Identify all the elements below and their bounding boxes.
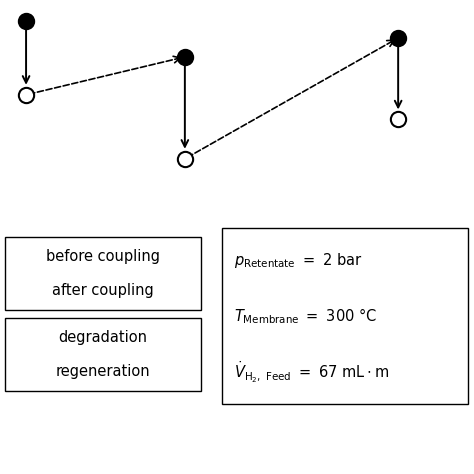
Text: regeneration: regeneration: [56, 364, 150, 379]
Text: before coupling: before coupling: [46, 249, 160, 264]
Text: degradation: degradation: [59, 330, 147, 345]
Point: [22, 91, 30, 99]
Bar: [222, 228, 468, 404]
Bar: [5, 237, 201, 310]
Point: [394, 34, 402, 42]
Text: $T_{\mathregular{Membrane}}\ =\ 300\ \mathregular{°C}$: $T_{\mathregular{Membrane}}\ =\ 300\ \ma…: [234, 306, 377, 326]
Text: $\dot{V}_{\mathregular{H_2,\ Feed}}\ =\ 67\ \mathregular{mL \cdot m}$: $\dot{V}_{\mathregular{H_2,\ Feed}}\ =\ …: [234, 360, 389, 385]
Text: $p_{\mathregular{Retentate}}\ =\ 2\ \mathregular{bar}$: $p_{\mathregular{Retentate}}\ =\ 2\ \mat…: [234, 251, 362, 270]
Point: [394, 115, 402, 122]
Text: after coupling: after coupling: [52, 283, 154, 298]
Bar: [5, 318, 201, 391]
Point: [181, 53, 189, 61]
Point: [181, 155, 189, 163]
Point: [22, 18, 30, 25]
